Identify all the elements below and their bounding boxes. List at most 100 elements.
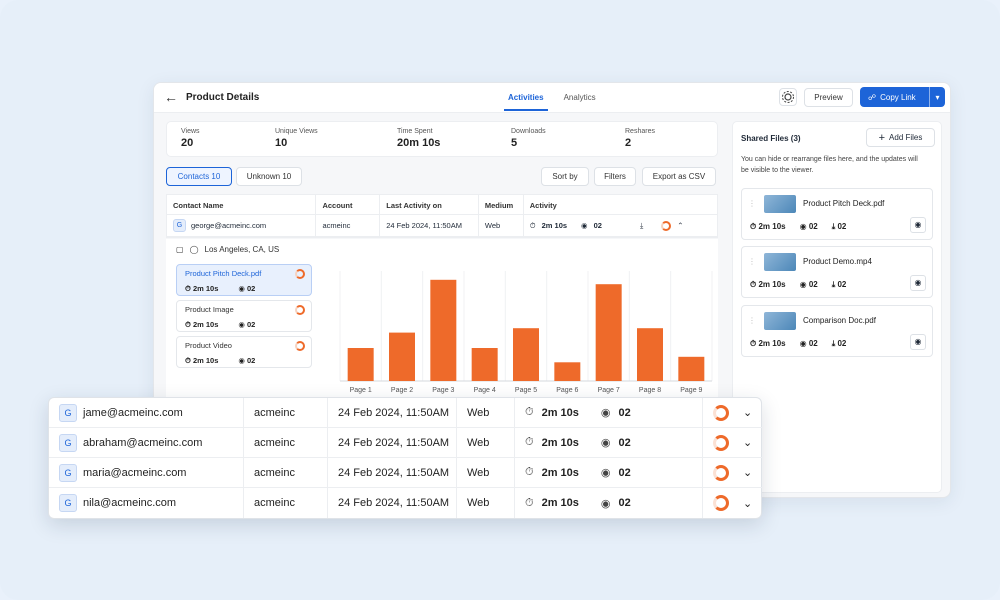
drag-handle-icon[interactable]: ⋮ bbox=[748, 316, 756, 325]
visibility-toggle-button[interactable]: ◉ bbox=[910, 334, 926, 350]
chart-bar[interactable] bbox=[389, 332, 415, 381]
shared-file-card[interactable]: ⋮ Product Demo.mp4 ⏱ 2m 10s ◉ 02 ⤓ 02 ◉ bbox=[741, 246, 933, 298]
contact-account: acmeinc bbox=[316, 215, 381, 236]
chart-bar[interactable] bbox=[678, 356, 705, 381]
contact-email: jame@acmeinc.com bbox=[83, 406, 183, 419]
time-spent: 2m 10s bbox=[541, 466, 579, 479]
visibility-toggle-button[interactable]: ◉ bbox=[910, 217, 926, 233]
unknown-filter-button[interactable]: Unknown 10 bbox=[236, 167, 302, 186]
back-arrow-icon[interactable]: ← bbox=[164, 89, 178, 105]
x-tick-label: Page 7 bbox=[598, 387, 620, 394]
chevron-down-icon[interactable]: ▾ bbox=[929, 87, 945, 107]
export-csv-button[interactable]: Export as CSV bbox=[642, 167, 716, 186]
col-contact-name: Contact Name bbox=[167, 195, 317, 214]
globe-icon: ◯ bbox=[189, 245, 199, 254]
file-card[interactable]: Product Image ⏱ 2m 10s ◉ 02 bbox=[176, 300, 312, 332]
timer-icon: ⏱ bbox=[525, 466, 534, 478]
x-tick-label: Page 1 bbox=[350, 387, 372, 394]
time-spent: 2m 10s bbox=[541, 497, 579, 509]
shared-file-card[interactable]: ⋮ Comparison Doc.pdf ⏱ 2m 10s ◉ 02 ⤓ 02 ◉ bbox=[741, 305, 933, 357]
chart-bar[interactable] bbox=[513, 328, 539, 381]
time-spent: 2m 10s bbox=[541, 221, 568, 230]
visibility-toggle-button[interactable]: ◉ bbox=[910, 275, 926, 291]
file-thumbnail bbox=[764, 195, 796, 213]
filters-button[interactable]: Filters bbox=[594, 167, 636, 186]
stats-bar: Views 20 Unique Views 10 Time Spent 20m 10s… bbox=[166, 121, 718, 157]
contact-medium: Web bbox=[457, 457, 515, 488]
copy-link-button[interactable]: ☍ Copy Link ▾ bbox=[860, 87, 945, 107]
timer-icon: ⏱ bbox=[525, 436, 534, 448]
add-files-button[interactable]: + Add Files bbox=[866, 128, 935, 147]
contact-email: abraham@acmeinc.com bbox=[83, 436, 203, 449]
contact-medium: Web bbox=[457, 488, 515, 518]
shared-file-name: Comparison Doc.pdf bbox=[803, 316, 876, 325]
file-card[interactable]: Product Pitch Deck.pdf ⏱ 2m 10s ◉ 02 bbox=[176, 264, 312, 296]
contact-email: maria@acmeinc.com bbox=[83, 466, 187, 479]
chart-bar[interactable] bbox=[595, 284, 622, 381]
tab-analytics[interactable]: Analytics bbox=[563, 93, 596, 102]
drag-handle-icon[interactable]: ⋮ bbox=[748, 199, 756, 208]
progress-ring-icon bbox=[713, 464, 729, 481]
tab-activities[interactable]: Activities bbox=[504, 83, 548, 111]
avatar: G bbox=[59, 433, 77, 452]
time-spent: 2m 10s bbox=[541, 436, 579, 449]
chart-bar[interactable] bbox=[347, 348, 374, 381]
x-tick-label: Page 5 bbox=[515, 387, 537, 394]
preview-button[interactable]: Preview bbox=[804, 88, 853, 107]
x-tick-label: Page 9 bbox=[680, 387, 702, 394]
chevron-up-icon[interactable]: ⌃ bbox=[677, 221, 684, 230]
chart-bar[interactable] bbox=[554, 362, 581, 381]
location-label: Los Angeles, CA, US bbox=[204, 245, 280, 254]
file-thumbnail bbox=[764, 253, 796, 271]
progress-ring-icon bbox=[295, 305, 305, 315]
timer-icon: ⏱ bbox=[529, 221, 536, 230]
plus-icon: + bbox=[878, 131, 886, 144]
file-thumbnail bbox=[764, 312, 796, 330]
settings-button[interactable] bbox=[779, 88, 797, 106]
contact-account: acmeinc bbox=[244, 488, 328, 518]
table-row[interactable]: G george@acmeinc.com acmeinc 24 Feb 2024… bbox=[167, 215, 717, 237]
eye-icon: ◉ bbox=[600, 437, 611, 449]
shared-file-card[interactable]: ⋮ Product Pitch Deck.pdf ⏱ 2m 10s ◉ 02 ⤓ 0… bbox=[741, 188, 933, 240]
shared-files-note: You can hide or rearrange files here, an… bbox=[741, 156, 918, 174]
drag-handle-icon[interactable]: ⋮ bbox=[748, 257, 756, 266]
chevron-down-icon[interactable]: ⌄ bbox=[743, 407, 753, 419]
download-icon[interactable]: ⤓ bbox=[639, 221, 644, 230]
view-count: 02 bbox=[618, 406, 631, 419]
chart-bar[interactable] bbox=[471, 348, 498, 381]
file-name: Product Image bbox=[185, 305, 234, 314]
eye-icon: ◉ bbox=[600, 467, 611, 479]
file-name: Product Pitch Deck.pdf bbox=[185, 269, 262, 278]
eye-icon: ◉ bbox=[600, 407, 611, 419]
chevron-down-icon[interactable]: ⌄ bbox=[743, 497, 753, 510]
chart-bar[interactable] bbox=[430, 279, 457, 381]
laptop-icon: ▢ bbox=[176, 245, 184, 254]
shared-file-name: Product Pitch Deck.pdf bbox=[803, 199, 885, 208]
timer-icon: ⏱ bbox=[525, 496, 534, 509]
chart-bar[interactable] bbox=[637, 328, 663, 381]
last-activity-date: 24 Feb 2024, 11:50AM bbox=[380, 215, 479, 236]
file-card[interactable]: Product Video ⏱ 2m 10s ◉ 02 bbox=[176, 336, 312, 368]
app-window: ← Product Details Activities Analytics P… bbox=[153, 82, 951, 498]
last-activity-date: 24 Feb 2024, 11:50AM bbox=[328, 488, 457, 518]
x-tick-label: Page 3 bbox=[432, 387, 454, 394]
contact-medium: Web bbox=[457, 427, 515, 458]
stat-reshares: Reshares 2 bbox=[625, 128, 655, 149]
sort-button[interactable]: Sort by bbox=[541, 167, 589, 186]
x-tick-label: Page 6 bbox=[556, 387, 578, 394]
contact-account: acmeinc bbox=[244, 397, 328, 428]
contacts-filter-button[interactable]: Contacts 10 bbox=[166, 167, 232, 186]
chevron-down-icon[interactable]: ⌄ bbox=[743, 437, 753, 449]
avatar: G bbox=[173, 219, 186, 232]
progress-ring-icon bbox=[295, 341, 305, 351]
progress-ring-icon bbox=[661, 221, 672, 231]
chevron-down-icon[interactable]: ⌄ bbox=[743, 467, 753, 479]
avatar: G bbox=[59, 463, 77, 482]
contacts-table: Contact Name Account Last Activity on Me… bbox=[166, 194, 718, 238]
last-activity-date: 24 Feb 2024, 11:50AM bbox=[328, 427, 457, 458]
file-name: Product Video bbox=[185, 341, 232, 350]
